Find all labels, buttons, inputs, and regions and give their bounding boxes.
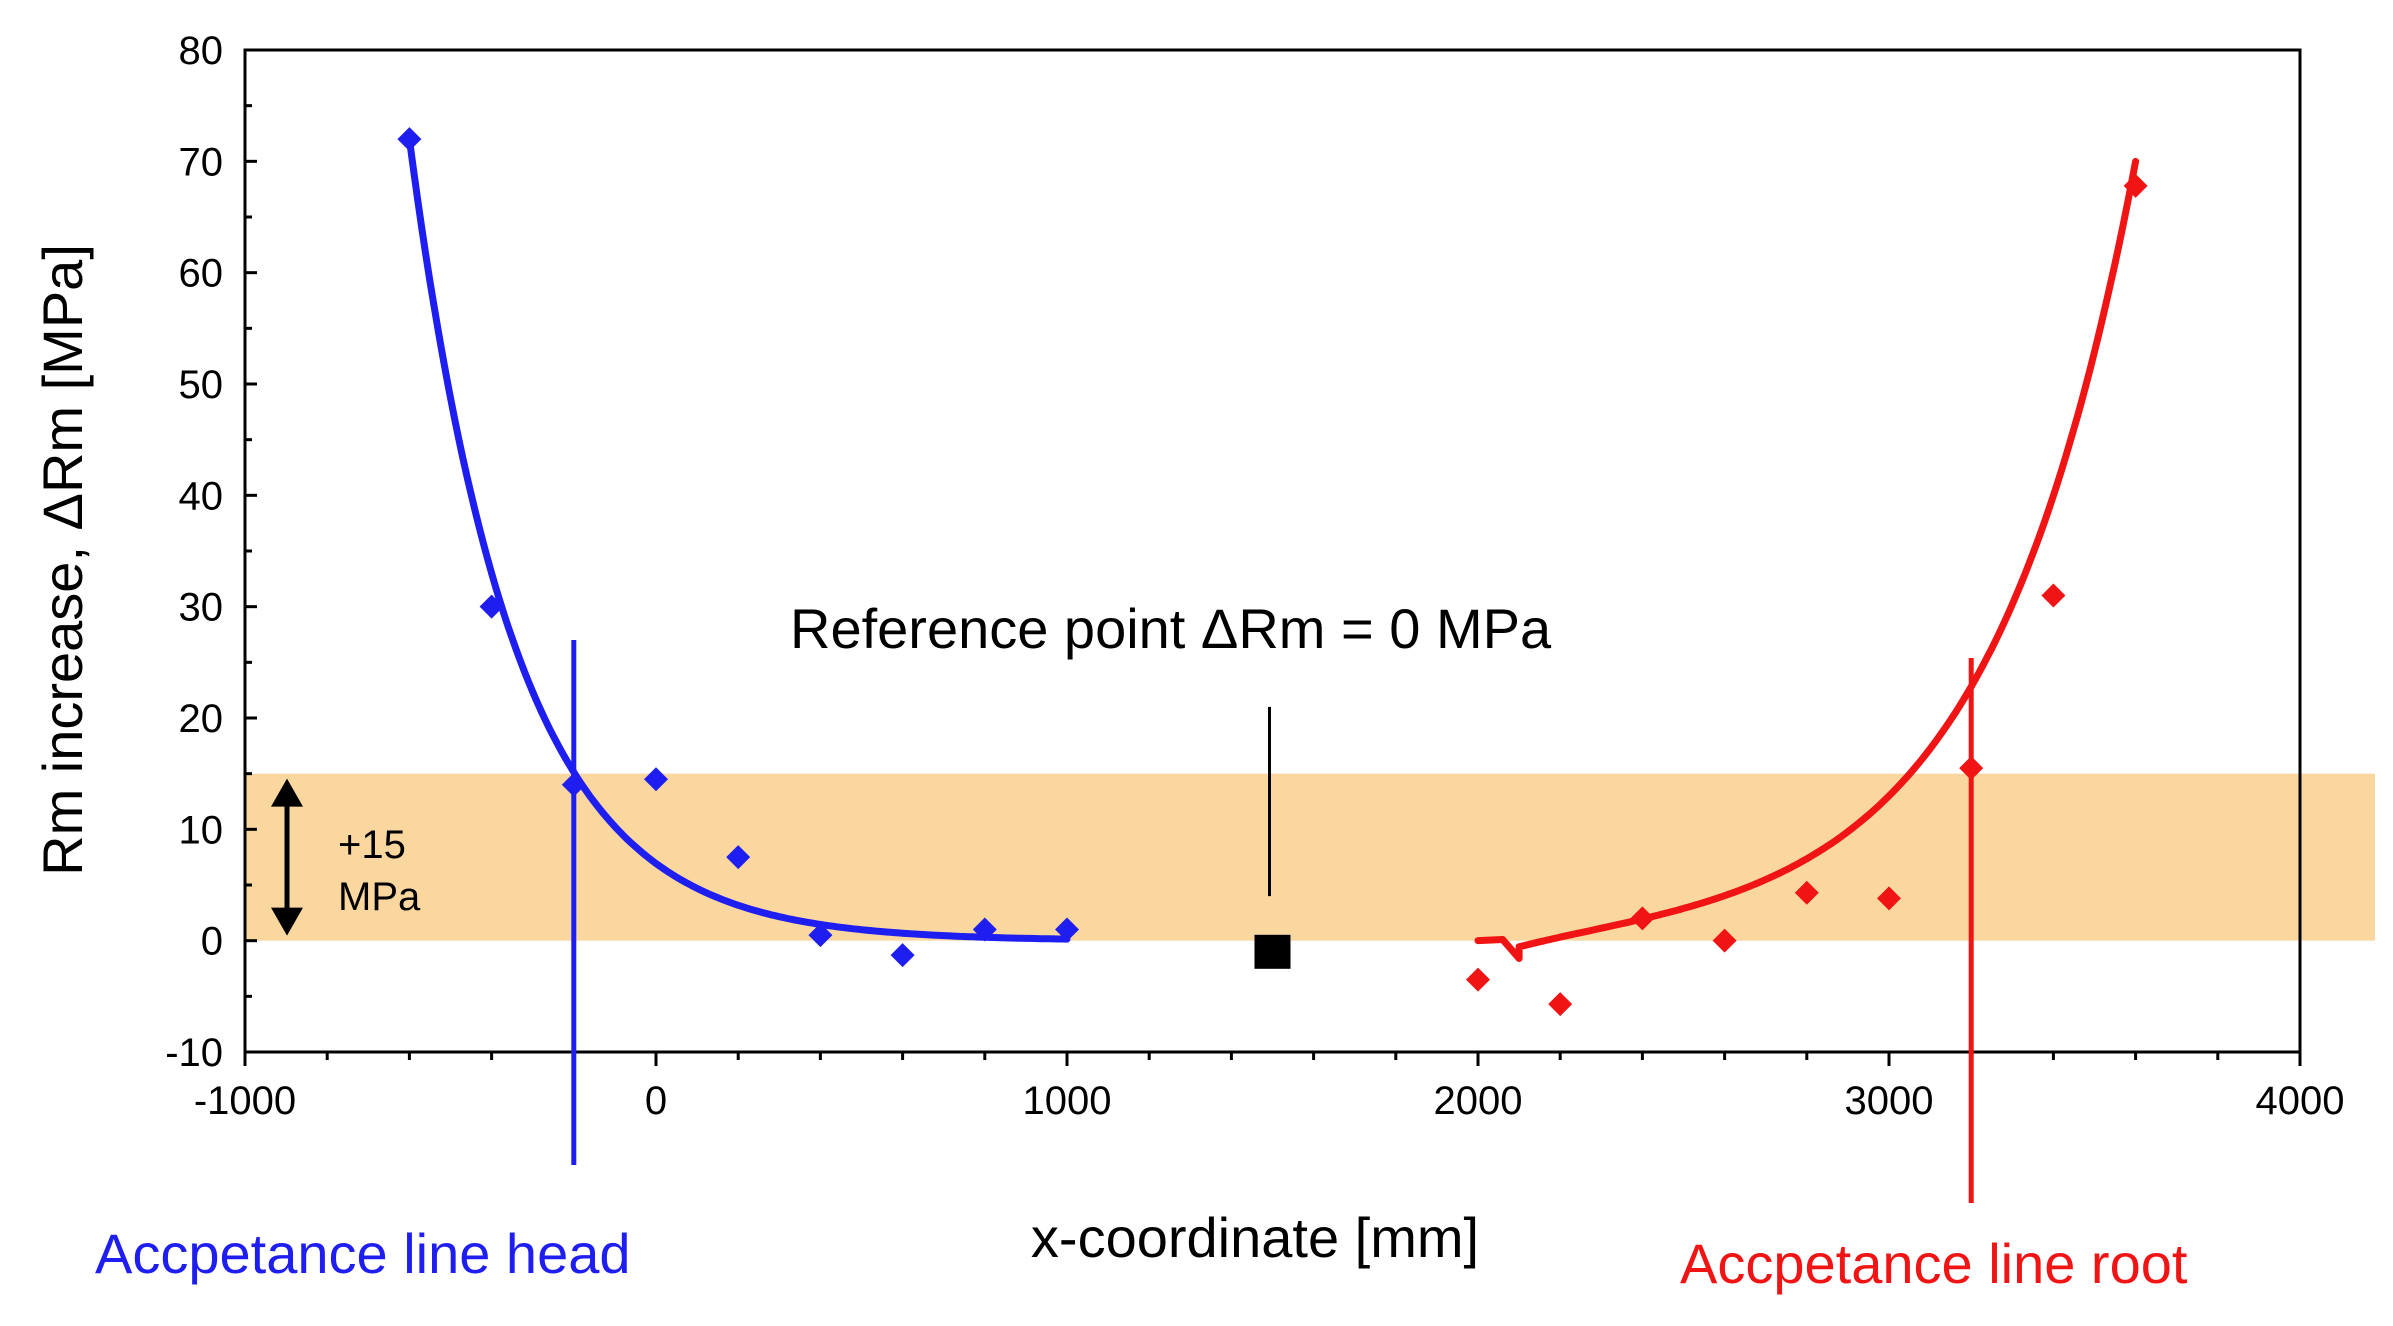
head-data-point <box>726 845 751 870</box>
y-tick-label: 80 <box>179 29 224 73</box>
head-data-point <box>972 917 997 942</box>
band-arrow-head-top <box>271 778 303 807</box>
root-data-point <box>1794 880 1819 905</box>
y-tick-label: 40 <box>179 474 224 518</box>
x-tick-label: 0 <box>645 1079 667 1123</box>
band-arrow-head-bottom <box>271 907 303 936</box>
root-data-point <box>1548 992 1573 1017</box>
head-data-point <box>397 127 422 152</box>
root-data-point <box>2123 173 2148 198</box>
head-acceptance-label: Accpetance line head <box>95 1222 631 1285</box>
band <box>245 773 2375 941</box>
y-tick-label: 0 <box>201 920 223 964</box>
x-tick-label: 4000 <box>2256 1079 2345 1123</box>
head-data-point <box>890 943 915 968</box>
root-acceptance-label: Accpetance line root <box>1680 1232 2188 1295</box>
head-fit-curve <box>405 135 1071 943</box>
x-tick-label: 1000 <box>1023 1079 1112 1123</box>
head-data-point <box>1055 917 1079 942</box>
annotations: +15 MPa Reference point ΔRm = 0 MPa x-co… <box>31 244 2188 1295</box>
band-label-line1: +15 <box>338 823 406 867</box>
x-tick-label: 2000 <box>1434 1079 1523 1123</box>
reference-point <box>1254 934 1291 969</box>
x-tick-label: 3000 <box>1845 1079 1934 1123</box>
y-tick-label: 70 <box>179 140 224 184</box>
head-data-point <box>644 767 668 792</box>
head-data-point <box>479 594 504 619</box>
root-data-point <box>1630 906 1655 931</box>
y-tick-label: 50 <box>179 363 224 407</box>
head-data-point <box>808 923 833 948</box>
y-tick-label: 20 <box>179 697 224 741</box>
root-data-point <box>1466 967 1490 992</box>
markers <box>271 127 2148 1017</box>
root-data-point <box>1712 928 1737 953</box>
root-data-point <box>2041 583 2066 608</box>
x-axis-title: x-coordinate [mm] <box>1031 1206 1479 1269</box>
root-fit-curve <box>1474 157 2140 962</box>
root-data-point <box>1877 886 1901 911</box>
fit-lines <box>405 135 2140 1203</box>
x-tick-label: -1000 <box>194 1079 296 1123</box>
axes: -10 0 10 20 30 40 50 60 70 80 -1000 0 1000 2000 3000 40… <box>165 29 2344 1123</box>
y-tick-label: 60 <box>179 252 224 296</box>
y-axis-title: Rm increase, ΔRm [MPa] <box>31 244 94 876</box>
y-tick-label: 30 <box>179 586 224 630</box>
band-label-line2: MPa <box>338 875 421 919</box>
head-data-point <box>561 772 586 797</box>
root-data-point <box>1959 756 1984 781</box>
y-tick-label: 10 <box>179 808 224 852</box>
y-tick-label: -10 <box>165 1031 223 1075</box>
reference-label: Reference point ΔRm = 0 MPa <box>790 597 1552 660</box>
